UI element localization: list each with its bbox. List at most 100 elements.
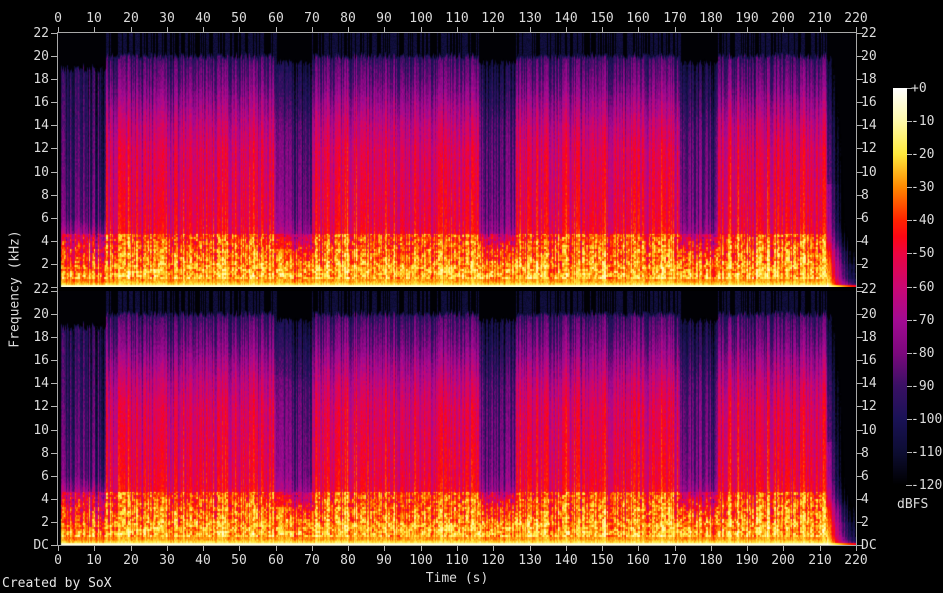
y-tick-right	[857, 360, 863, 361]
legend-tick-label: -50	[911, 246, 935, 261]
y-tick-label-left: 6	[41, 469, 49, 484]
x-tick-top	[820, 27, 821, 32]
y-tick-right	[857, 337, 863, 338]
x-tick-label-bottom: 120	[481, 553, 505, 568]
y-tick-left	[51, 33, 57, 34]
y-axis-title: Frequency (kHz)	[7, 230, 23, 348]
x-tick-label-top: 190	[735, 11, 759, 26]
x-tick-bottom	[602, 546, 603, 551]
legend-tick	[906, 419, 912, 420]
x-tick-label-bottom: 90	[376, 553, 392, 568]
x-tick-label-top: 30	[159, 11, 175, 26]
legend-tick-label: -120	[911, 478, 943, 493]
x-tick-label-bottom: 210	[808, 553, 832, 568]
x-tick-bottom	[94, 546, 95, 551]
y-tick-right	[857, 125, 863, 126]
y-tick-left	[51, 102, 57, 103]
y-tick-right	[857, 314, 863, 315]
y-tick-right	[857, 241, 863, 242]
y-tick-right	[857, 102, 863, 103]
x-tick-label-bottom: 140	[554, 553, 578, 568]
y-tick-label-left: 12	[33, 399, 49, 414]
legend-tick	[906, 154, 912, 155]
x-tick-top	[711, 27, 712, 32]
x-tick-bottom	[276, 546, 277, 551]
y-tick-right	[857, 218, 863, 219]
spectrogram-channel-2	[58, 291, 856, 545]
x-tick-label-top: 40	[195, 11, 211, 26]
x-tick-top	[239, 27, 240, 32]
x-tick-label-bottom: 110	[445, 553, 469, 568]
x-tick-label-top: 20	[123, 11, 139, 26]
y-tick-label-left: 2	[41, 515, 49, 530]
x-tick-label-bottom: 130	[518, 553, 542, 568]
y-tick-right	[857, 522, 863, 523]
legend-tick-label: -110	[911, 445, 943, 460]
x-tick-top	[638, 27, 639, 32]
x-tick-bottom	[457, 546, 458, 551]
y-tick-label-right: 14	[861, 376, 877, 391]
legend-tick	[906, 353, 912, 354]
legend-tick	[906, 220, 912, 221]
plot-border	[57, 32, 857, 546]
y-tick-left	[51, 264, 57, 265]
y-boundary-label-right: 22	[861, 282, 877, 297]
x-tick-label-bottom: 220	[844, 553, 868, 568]
x-tick-label-top: 120	[481, 11, 505, 26]
x-tick-label-top: 140	[554, 11, 578, 26]
legend-tick	[906, 88, 912, 89]
x-tick-bottom	[530, 546, 531, 551]
x-tick-bottom	[783, 546, 784, 551]
x-tick-bottom	[711, 546, 712, 551]
y-tick-label-right: 16	[861, 353, 877, 368]
x-tick-label-bottom: 20	[123, 553, 139, 568]
legend-tick-label: -80	[911, 346, 935, 361]
x-tick-bottom	[131, 546, 132, 551]
x-tick-bottom	[493, 546, 494, 551]
y-tick-right	[857, 33, 863, 34]
x-tick-label-bottom: 190	[735, 553, 759, 568]
y-tick-label-left: 18	[33, 330, 49, 345]
legend-tick-label: -70	[911, 313, 935, 328]
x-tick-label-bottom: 40	[195, 553, 211, 568]
x-tick-label-top: 110	[445, 11, 469, 26]
y-tick-right	[857, 430, 863, 431]
y-tick-label-left: 20	[33, 307, 49, 322]
x-tick-top	[131, 27, 132, 32]
spectrogram-channel-1	[58, 33, 856, 287]
y-tick-right	[857, 545, 863, 546]
y-tick-label-right: 18	[861, 330, 877, 345]
x-tick-label-top: 50	[231, 11, 247, 26]
legend-tick	[906, 320, 912, 321]
x-tick-label-bottom: 0	[54, 553, 62, 568]
x-tick-bottom	[312, 546, 313, 551]
y-tick-label-right: 18	[861, 72, 877, 87]
legend-unit-label: dBFS	[897, 497, 929, 512]
y-tick-label-left: 8	[41, 446, 49, 461]
legend-tick	[906, 485, 912, 486]
y-tick-label-right: 2	[861, 515, 869, 530]
x-tick-bottom	[566, 546, 567, 551]
y-tick-label-right: 8	[861, 188, 869, 203]
legend-tick-label: -10	[911, 114, 935, 129]
y-tick-left	[51, 383, 57, 384]
y-tick-left	[51, 218, 57, 219]
y-tick-left	[51, 241, 57, 242]
x-axis-title: Time (s)	[425, 571, 489, 586]
y-tick-right	[857, 148, 863, 149]
y-tick-label-right: 6	[861, 469, 869, 484]
x-tick-top	[675, 27, 676, 32]
y-tick-label-right: 8	[861, 446, 869, 461]
y-tick-label-left: 4	[41, 234, 49, 249]
x-tick-top	[457, 27, 458, 32]
x-tick-label-bottom: 100	[409, 553, 433, 568]
x-tick-top	[384, 27, 385, 32]
x-tick-label-top: 180	[699, 11, 723, 26]
x-tick-label-top: 80	[340, 11, 356, 26]
y-tick-label-right: 20	[861, 307, 877, 322]
x-tick-top	[58, 27, 59, 32]
legend-tick-label: -40	[911, 213, 935, 228]
y-tick-label-left: 10	[33, 165, 49, 180]
legend-colorbar	[893, 88, 907, 485]
y-tick-right	[857, 79, 863, 80]
